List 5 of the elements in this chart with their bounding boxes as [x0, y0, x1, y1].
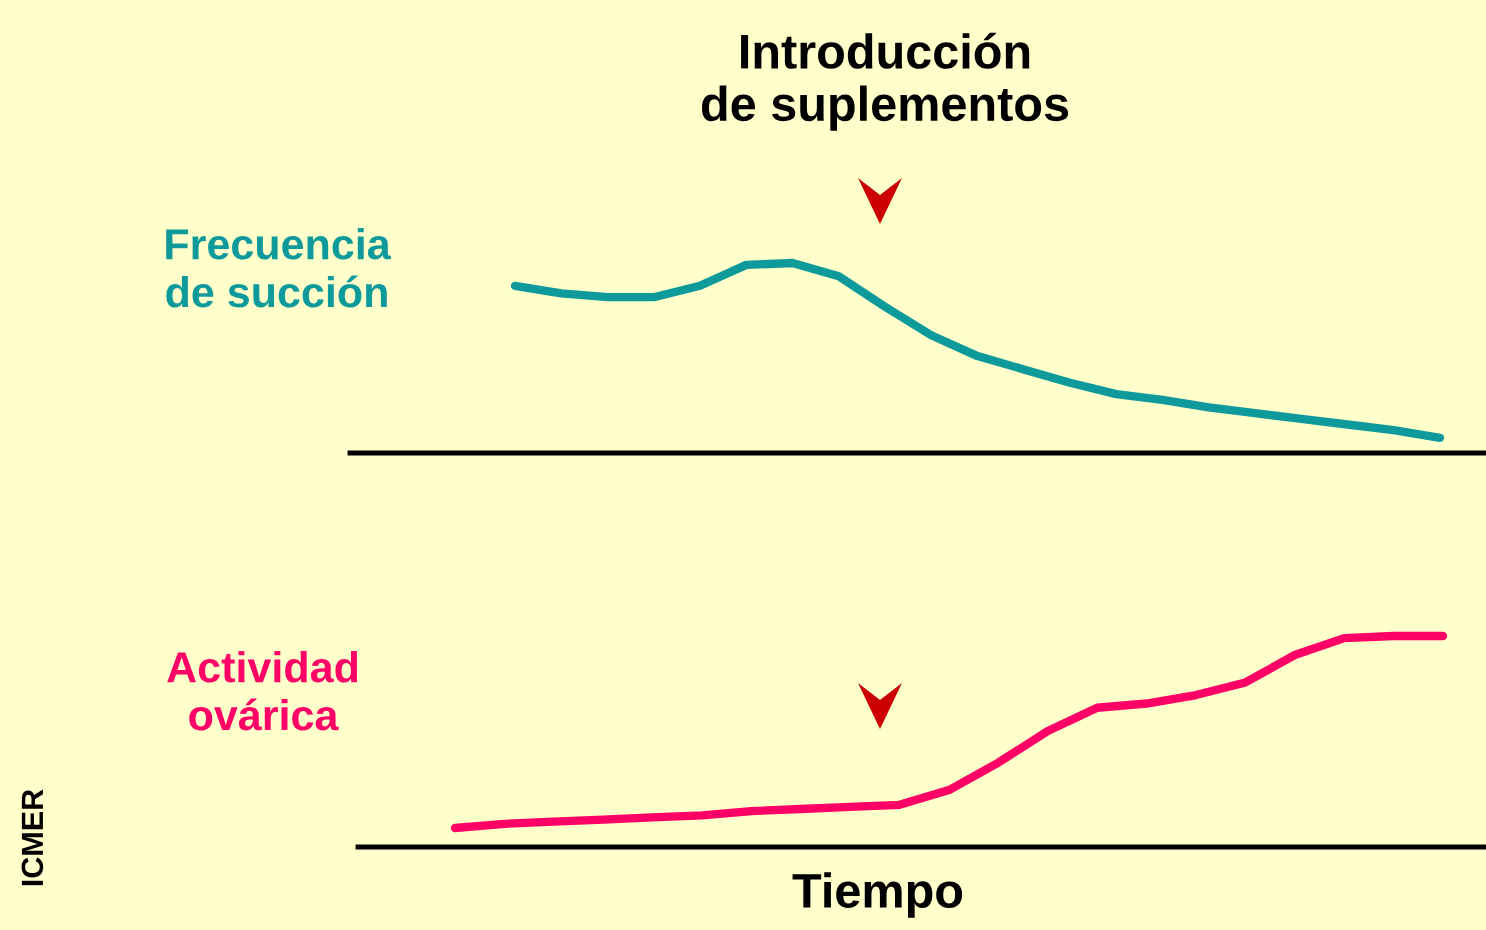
text: Actividad ovárica	[167, 650, 358, 731]
text: Frecuencia de succión	[166, 227, 391, 308]
x-axis-title: Tiempo	[792, 872, 963, 918]
chart-title: Introducción de suplementos	[701, 32, 1069, 131]
text: ICMER	[21, 789, 44, 886]
